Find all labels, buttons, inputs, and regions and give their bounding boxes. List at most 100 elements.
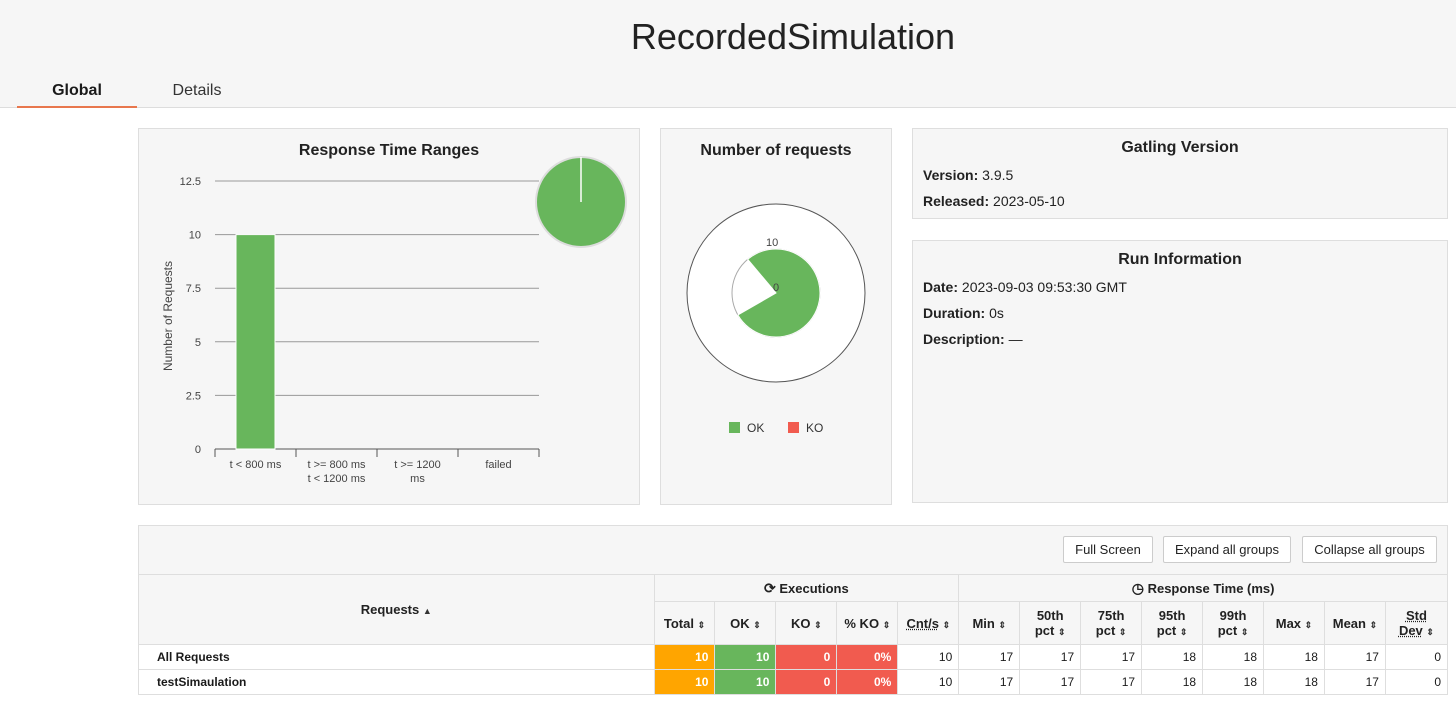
cell-p99: 18	[1203, 645, 1264, 670]
response-time-header: ◷ Response Time (ms)	[959, 575, 1448, 602]
col-std-dev[interactable]: Std Dev ⇕	[1385, 602, 1447, 645]
col-pct-ko-label: % KO	[844, 616, 879, 631]
col-mean-label: Mean	[1333, 616, 1366, 631]
col-std-label: Std	[1406, 608, 1427, 623]
sort-icon: ⇕	[943, 620, 951, 630]
version-label: Version:	[923, 167, 978, 183]
description-label: Description:	[923, 331, 1005, 347]
sort-icon: ⇕	[1305, 620, 1313, 630]
col-ko[interactable]: KO ⇕	[776, 602, 837, 645]
released-row: Released: 2023-05-10	[923, 193, 1447, 209]
description-row: Description: —	[923, 331, 1447, 347]
row-name[interactable]: testSimaulation	[139, 670, 655, 695]
col-ko-label: KO	[791, 616, 811, 631]
col-99th-label: 99th	[1220, 608, 1247, 623]
y-axis-label: Number of Requests	[161, 261, 175, 371]
col-min[interactable]: Min ⇕	[959, 602, 1020, 645]
full-screen-button[interactable]: Full Screen	[1063, 536, 1153, 563]
x-tick-label: t < 800 ms	[230, 459, 282, 471]
y-tick-label: 0	[195, 444, 201, 456]
gatling-version-title: Gatling Version	[913, 139, 1447, 157]
col-cnt-s-label: Cnt/s	[906, 616, 939, 631]
tab-global[interactable]: Global	[17, 82, 137, 108]
collapse-all-groups-button[interactable]: Collapse all groups	[1302, 536, 1437, 563]
col-dev-label: Dev	[1399, 623, 1423, 638]
clock-icon: ◷	[1132, 580, 1144, 596]
col-max[interactable]: Max ⇕	[1264, 602, 1325, 645]
sort-icon: ⇕	[1426, 627, 1434, 637]
row-name[interactable]: All Requests	[139, 645, 655, 670]
cell-ko: 0	[776, 670, 837, 695]
page-header: RecordedSimulation Global Details	[0, 0, 1456, 108]
cell-max: 18	[1264, 645, 1325, 670]
col-75th-pct[interactable]: 75th pct ⇕	[1081, 602, 1142, 645]
col-ok[interactable]: OK ⇕	[715, 602, 776, 645]
date-row: Date: 2023-09-03 09:53:30 GMT	[923, 279, 1447, 295]
x-tick-label: ms	[410, 473, 425, 485]
col-total[interactable]: Total ⇕	[654, 602, 715, 645]
sort-icon: ⇕	[1180, 627, 1188, 637]
bar-0[interactable]	[236, 235, 275, 449]
legend-ko-swatch	[788, 422, 799, 433]
cell-p75: 17	[1081, 645, 1142, 670]
x-tick-label: t < 1200 ms	[308, 473, 366, 485]
cell-p50: 17	[1020, 670, 1081, 695]
legend-ko-label[interactable]: KO	[806, 421, 823, 435]
cell-min: 17	[959, 670, 1020, 695]
cell-mean: 17	[1324, 645, 1385, 670]
col-max-label: Max	[1276, 616, 1301, 631]
cell-total: 10	[654, 645, 715, 670]
tab-details[interactable]: Details	[137, 82, 257, 108]
col-75th-pct-label: pct	[1096, 623, 1116, 638]
duration-value: 0s	[989, 305, 1004, 321]
col-95th-pct[interactable]: 95th pct ⇕	[1142, 602, 1203, 645]
y-tick-label: 10	[189, 230, 201, 242]
version-value: 3.9.5	[982, 167, 1013, 183]
expand-all-groups-button[interactable]: Expand all groups	[1163, 536, 1291, 563]
x-tick-label: t >= 1200	[394, 459, 441, 471]
date-value: 2023-09-03 09:53:30 GMT	[962, 279, 1127, 295]
cell-p99: 18	[1203, 670, 1264, 695]
col-mean[interactable]: Mean ⇕	[1324, 602, 1385, 645]
col-99th-pct-label: pct	[1218, 623, 1238, 638]
executions-header: ⟳ Executions	[654, 575, 959, 602]
cell-cnt-s: 10	[898, 670, 959, 695]
legend-ok-label[interactable]: OK	[747, 421, 764, 435]
x-tick-label: t >= 800 ms	[307, 459, 366, 471]
cell-p50: 17	[1020, 645, 1081, 670]
version-row: Version: 3.9.5	[923, 167, 1447, 183]
col-total-label: Total	[664, 616, 694, 631]
col-cnt-s[interactable]: Cnt/s ⇕	[898, 602, 959, 645]
y-tick-label: 5	[195, 337, 201, 349]
statistics-table: Requests ▲ ⟳ Executions ◷ Response Time …	[138, 574, 1448, 695]
cell-mean: 17	[1324, 670, 1385, 695]
cell-std-dev: 0	[1385, 645, 1447, 670]
cell-std-dev: 0	[1385, 670, 1447, 695]
cell-min: 17	[959, 645, 1020, 670]
table-row[interactable]: testSimaulation 10 10 0 0% 10 17 17 17 1…	[139, 670, 1448, 695]
y-tick-label: 2.5	[186, 390, 201, 402]
col-99th-pct[interactable]: 99th pct ⇕	[1203, 602, 1264, 645]
released-value: 2023-05-10	[993, 193, 1065, 209]
sort-icon: ⇕	[1241, 627, 1249, 637]
cell-cnt-s: 10	[898, 645, 959, 670]
sort-icon: ⇕	[698, 620, 706, 630]
gatling-version-panel: Gatling Version Version: 3.9.5 Released:…	[912, 128, 1448, 219]
duration-label: Duration:	[923, 305, 985, 321]
col-pct-ko[interactable]: % KO ⇕	[837, 602, 898, 645]
run-information-title: Run Information	[913, 251, 1447, 269]
sort-icon: ⇕	[814, 620, 822, 630]
released-label: Released:	[923, 193, 989, 209]
cell-ko: 0	[776, 645, 837, 670]
cell-pct-ko: 0%	[837, 670, 898, 695]
y-tick-label: 12.5	[180, 176, 201, 188]
sort-icon: ⇕	[1119, 627, 1127, 637]
sort-icon: ⇕	[883, 620, 891, 630]
executions-icon: ⟳	[764, 580, 776, 596]
table-row[interactable]: All Requests 10 10 0 0% 10 17 17 17 18 1…	[139, 645, 1448, 670]
col-50th-pct[interactable]: 50th pct ⇕	[1020, 602, 1081, 645]
number-of-requests-chart: 10 0 OK KO	[660, 128, 892, 505]
requests-header-label: Requests	[361, 602, 420, 617]
requests-header[interactable]: Requests ▲	[139, 575, 655, 645]
cell-p95: 18	[1142, 670, 1203, 695]
